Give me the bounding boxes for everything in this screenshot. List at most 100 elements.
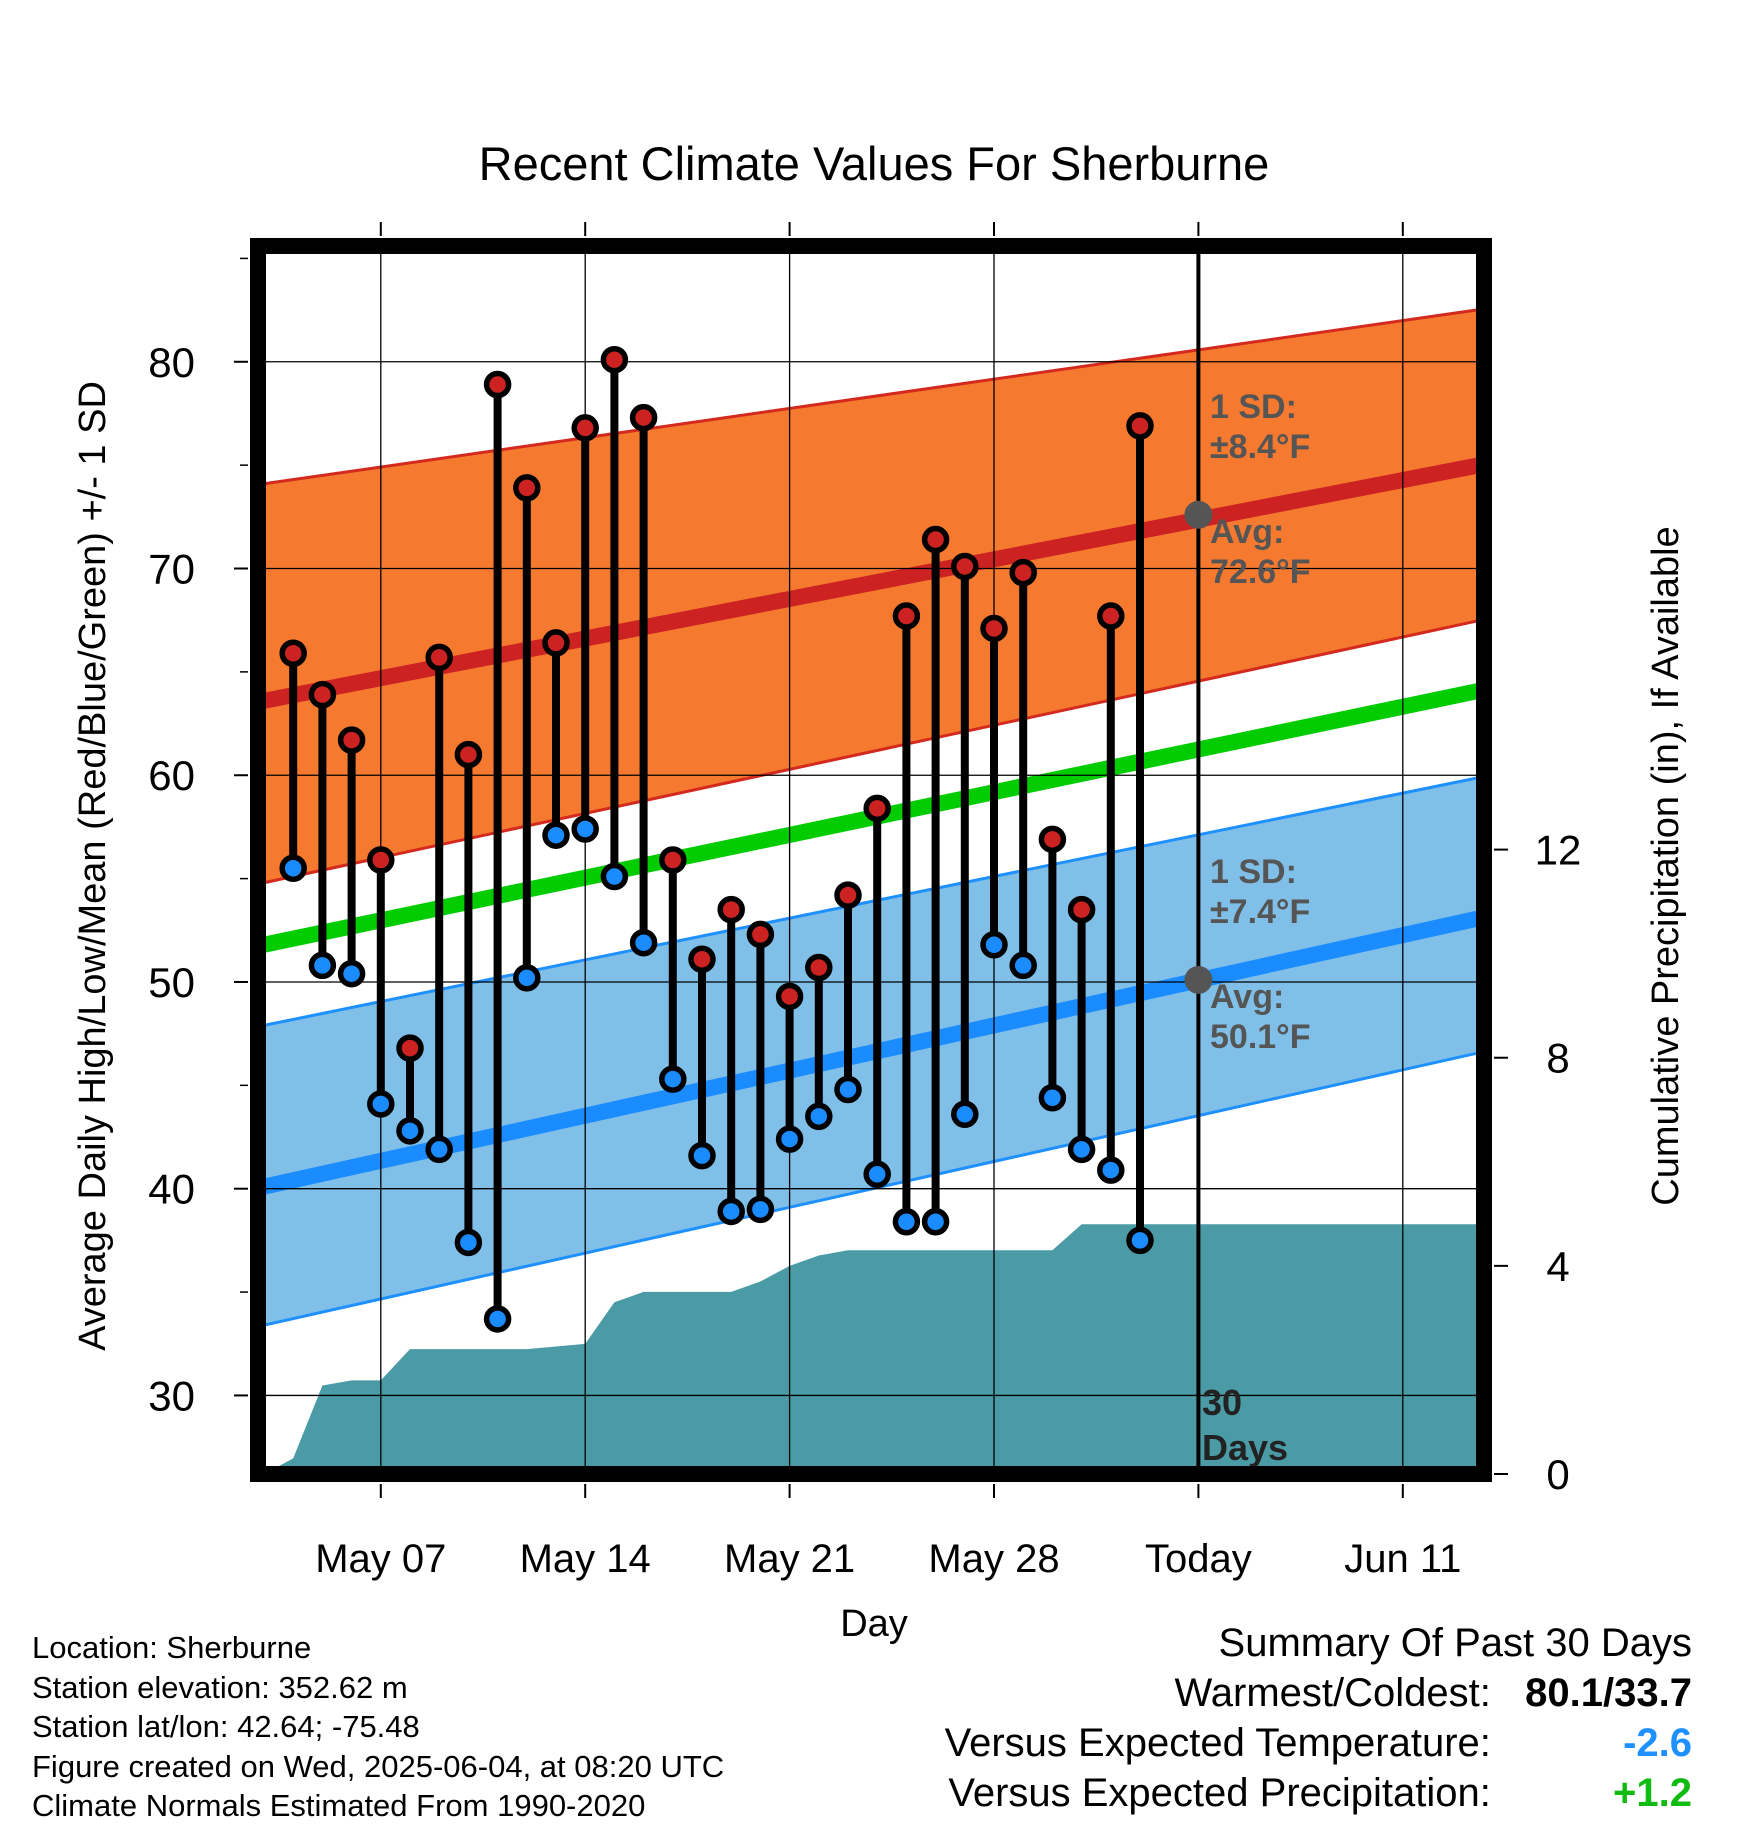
- y-tick-label: 70: [148, 546, 195, 593]
- info-created: Figure created on Wed, 2025-06-04, at 08…: [32, 1748, 725, 1784]
- low-point: [542, 821, 570, 849]
- high-sd-annotation: 1 SD: ±8.4°F: [1210, 388, 1310, 466]
- high-point: [951, 552, 979, 581]
- x-tick-label: Today: [1145, 1537, 1252, 1581]
- low-point: [367, 1090, 395, 1118]
- low-point: [921, 1208, 950, 1236]
- x-tick-label: May 21: [724, 1537, 855, 1581]
- low-point: [775, 1125, 804, 1153]
- low-point: [600, 862, 629, 891]
- low-point: [892, 1208, 921, 1236]
- x-tick-label: May 28: [928, 1537, 1059, 1581]
- low-point: [483, 1305, 512, 1333]
- high-point: [980, 614, 1008, 643]
- high-point: [892, 602, 921, 630]
- high-avg-annotation: Avg: 72.6°F: [1210, 513, 1311, 591]
- summary-warm-cold: Warmest/Coldest: 80.1/33.7: [945, 1668, 1693, 1718]
- x-tick-label: May 07: [315, 1537, 446, 1581]
- low-point: [1067, 1135, 1096, 1164]
- high-point: [513, 474, 541, 502]
- info-latlon: Station lat/lon: 42.64; -75.48: [32, 1709, 420, 1744]
- summary-temp-value: -2.6: [1623, 1721, 1692, 1765]
- high-point: [659, 846, 687, 874]
- plot-content: 1 SD: ±8.4°F Avg: 72.6°F 1 SD: ±7.4°F Avg: 50.1…: [258, 0, 1484, 1474]
- high-point: [1158, 0, 1180, 11]
- y-tick-label: 50: [148, 959, 195, 1006]
- plot-frame: [250, 238, 1492, 1482]
- info-normals: Climate Normals Estimated From 1990-2020: [32, 1788, 646, 1823]
- x-tick-label: May 14: [520, 1537, 651, 1581]
- low-point: [834, 1075, 862, 1104]
- high-point: [921, 525, 950, 554]
- low-point: [308, 951, 337, 980]
- y2-tick-label: 0: [1546, 1451, 1569, 1498]
- y-tick-label: 60: [148, 752, 195, 799]
- high-point: [775, 982, 804, 1011]
- high-point: [1009, 558, 1037, 587]
- high-point: [571, 414, 599, 442]
- low-point: [425, 1135, 453, 1164]
- high-point: [367, 846, 395, 874]
- high-point: [454, 740, 483, 769]
- x-axis-label: Day: [840, 1603, 908, 1645]
- low-point: [1009, 951, 1037, 980]
- high-point: [600, 345, 629, 374]
- high-point: [805, 953, 833, 982]
- high-point: [834, 881, 862, 909]
- low-point: [746, 1195, 775, 1224]
- summary-panel: Summary Of Past 30 Days Warmest/Coldest:…: [945, 1618, 1692, 1818]
- summary-precip-value: +1.2: [1613, 1771, 1692, 1815]
- low-point: [980, 931, 1008, 959]
- high-point: [542, 629, 570, 657]
- summary-precip: Versus Expected Precipitation: +1.2: [945, 1768, 1692, 1818]
- low-point: [688, 1141, 716, 1170]
- low-point: [1038, 1083, 1067, 1112]
- station-info: Location: Sherburne Station elevation: 3…: [32, 1628, 724, 1826]
- summary-precip-label: Versus Expected Precipitation:: [948, 1771, 1491, 1815]
- x-tick-label: Jun 11: [1344, 1537, 1461, 1581]
- summary-temp-label: Versus Expected Temperature:: [944, 1721, 1491, 1765]
- high-sd-band-upper-edge: [263, 307, 1484, 486]
- chart-title: Recent Climate Values For Sherburne: [479, 137, 1270, 190]
- high-sd-band: [264, 308, 1484, 883]
- y-axis-label: Average Daily High/Low/Mean (Red/Blue/Gr…: [72, 381, 114, 1351]
- high-point: [1038, 825, 1067, 854]
- low-today-marker: [1184, 965, 1213, 994]
- low-point: [571, 815, 599, 843]
- today-days-label: 30 Days: [1202, 1382, 1288, 1468]
- high-point: [688, 945, 716, 973]
- precip-area: [264, 1224, 1484, 1474]
- low-point: [396, 1117, 424, 1145]
- low-sd-annotation: 1 SD: ±7.4°F: [1210, 853, 1310, 931]
- high-average-line: [262, 456, 1484, 709]
- low-point: [629, 928, 658, 957]
- high-point: [717, 895, 745, 924]
- summary-warm-cold-label: Warmest/Coldest:: [1174, 1671, 1491, 1715]
- axes: 30 40 50 60 70 80 0 4 8 12 May 07 May 14 May 21 May 2…: [148, 222, 1581, 1581]
- low-point: [805, 1102, 833, 1131]
- summary-warm-cold-value: 80.1/33.7: [1525, 1671, 1692, 1715]
- low-point: [279, 854, 307, 883]
- info-elevation: Station elevation: 352.62 m: [32, 1669, 408, 1705]
- y-tick-label: 40: [148, 1166, 195, 1213]
- low-point: [1097, 1156, 1125, 1184]
- low-point: [454, 1228, 483, 1257]
- high-point: [425, 643, 453, 672]
- low-avg-annotation: Avg: 50.1°F: [1210, 978, 1311, 1056]
- y-tick-label: 30: [148, 1372, 195, 1419]
- high-today-marker: [1184, 500, 1213, 529]
- high-point: [1126, 412, 1154, 440]
- high-point: [863, 794, 891, 823]
- high-point: [629, 403, 658, 432]
- high-point: [279, 639, 307, 668]
- plot-area: 1 SD: ±8.4°F Avg: 72.6°F 1 SD: ±7.4°F Avg: 50.1…: [258, 0, 1484, 1474]
- high-point: [1067, 895, 1096, 924]
- low-point: [717, 1197, 745, 1226]
- high-point: [1097, 602, 1125, 630]
- y2-tick-label: 4: [1546, 1243, 1569, 1290]
- y2-axis-label: Cumulative Precipitation (in), If Availa…: [1645, 526, 1687, 1205]
- low-point: [513, 964, 541, 992]
- low-point: [863, 1160, 891, 1188]
- low-point: [1126, 1226, 1154, 1255]
